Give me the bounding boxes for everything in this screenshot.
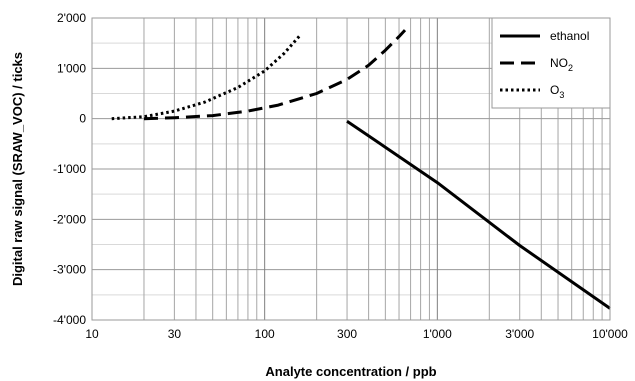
y-tick-label: -4'000 xyxy=(53,313,86,327)
y-tick-label: -2'000 xyxy=(53,212,86,226)
legend: ethanol NO2 O3 xyxy=(491,17,611,109)
x-tick-label: 10'000 xyxy=(592,327,628,341)
x-tick-label: 300 xyxy=(337,327,357,341)
x-tick-label: 10 xyxy=(85,327,99,341)
legend-label: NO2 xyxy=(550,56,573,73)
y-tick-label: 0 xyxy=(79,112,86,126)
x-axis-title: Analyte concentration / ppb xyxy=(265,364,436,379)
tick-labels: 10 30 100 300 1'000 3'000 10'000 2'000 1'000 0 -1'… xyxy=(53,11,628,341)
y-tick-label: 1'000 xyxy=(57,61,86,75)
plot-frame xyxy=(91,17,611,321)
series-lines xyxy=(111,29,611,310)
y-tick-label: -1'000 xyxy=(53,162,86,176)
x-tick-label: 100 xyxy=(255,327,275,341)
series-line-ethanol xyxy=(346,119,611,310)
grid xyxy=(91,17,611,321)
x-tick-label: 3'000 xyxy=(505,327,534,341)
legend-label: O3 xyxy=(550,83,564,100)
y-tick-label: -3'000 xyxy=(53,263,86,277)
y-axis-title: Digital raw signal (SRAW_VOC) / ticks xyxy=(10,52,25,286)
x-tick-label: 1'000 xyxy=(423,327,452,341)
legend-label: ethanol xyxy=(550,29,589,43)
series-line-no2 xyxy=(143,29,407,121)
y-tick-label: 2'000 xyxy=(57,11,86,25)
x-tick-label: 30 xyxy=(168,327,182,341)
